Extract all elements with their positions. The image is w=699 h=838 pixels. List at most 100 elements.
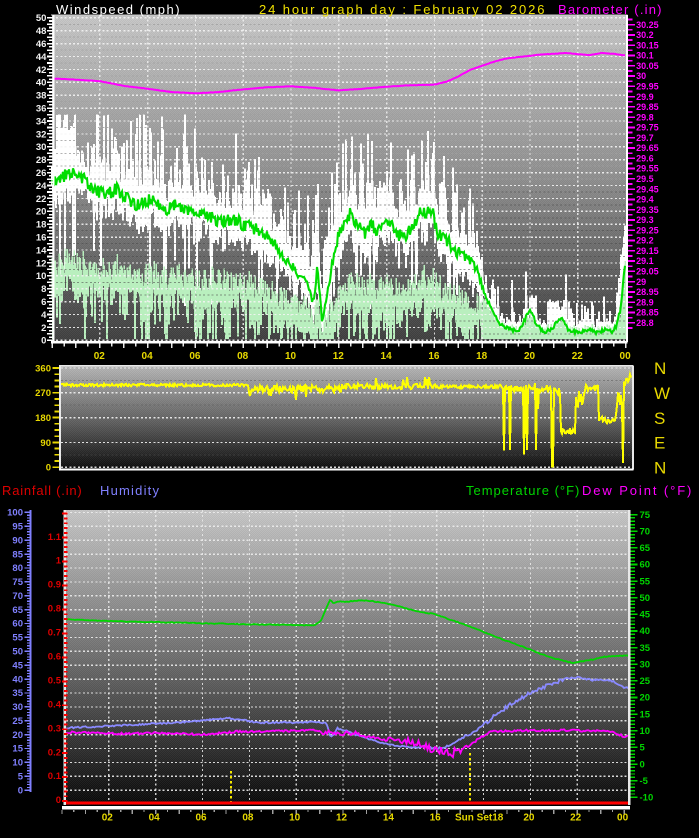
- svg-text:0.8: 0.8: [48, 604, 61, 615]
- svg-text:08: 08: [242, 813, 254, 824]
- svg-text:0.1: 0.1: [48, 771, 62, 782]
- svg-text:50: 50: [640, 593, 651, 604]
- svg-text:22: 22: [36, 194, 47, 205]
- svg-text:02: 02: [102, 813, 114, 824]
- svg-text:0.3: 0.3: [48, 723, 61, 734]
- svg-text:70: 70: [640, 526, 651, 537]
- svg-text:0: 0: [41, 336, 46, 347]
- svg-text:29.75: 29.75: [636, 123, 659, 133]
- svg-text:20: 20: [36, 207, 47, 218]
- svg-text:Temperature (°F): Temperature (°F): [466, 483, 580, 498]
- svg-text:25: 25: [640, 676, 651, 687]
- svg-text:270: 270: [35, 388, 51, 399]
- svg-text:65: 65: [640, 543, 651, 554]
- svg-text:45: 45: [12, 660, 23, 671]
- svg-text:35: 35: [12, 688, 23, 699]
- svg-text:24: 24: [36, 181, 47, 192]
- svg-text:Humidity: Humidity: [100, 483, 160, 498]
- svg-text:60: 60: [12, 619, 23, 630]
- svg-text:0: 0: [46, 463, 51, 474]
- svg-text:18: 18: [476, 351, 488, 362]
- svg-text:360: 360: [35, 363, 51, 374]
- svg-text:0: 0: [56, 795, 61, 806]
- svg-text:25: 25: [12, 716, 23, 727]
- svg-text:12: 12: [36, 258, 47, 269]
- svg-text:-5: -5: [640, 776, 649, 787]
- svg-text:0.4: 0.4: [48, 699, 62, 710]
- svg-text:55: 55: [12, 633, 23, 644]
- svg-text:38: 38: [36, 91, 47, 102]
- svg-text:85: 85: [12, 549, 23, 560]
- svg-text:Sun Set18: Sun Set18: [455, 813, 504, 824]
- svg-text:29.35: 29.35: [636, 205, 659, 215]
- svg-text:50: 50: [12, 647, 23, 658]
- svg-text:15: 15: [640, 709, 651, 720]
- svg-text:12: 12: [333, 351, 345, 362]
- svg-text:29.6: 29.6: [636, 153, 654, 163]
- svg-text:Rainfall (.in): Rainfall (.in): [2, 483, 83, 498]
- svg-text:15: 15: [12, 744, 23, 755]
- svg-text:20: 20: [12, 730, 23, 741]
- svg-text:0: 0: [640, 759, 645, 770]
- svg-text:29.25: 29.25: [636, 225, 659, 235]
- svg-text:16: 16: [430, 813, 442, 824]
- svg-text:46: 46: [36, 39, 47, 50]
- svg-text:N: N: [654, 458, 666, 477]
- svg-text:12: 12: [336, 813, 348, 824]
- svg-text:75: 75: [640, 510, 651, 521]
- svg-text:30.15: 30.15: [636, 40, 659, 50]
- svg-text:30.05: 30.05: [636, 61, 659, 71]
- svg-text:24 hour graph day : February 0: 24 hour graph day : February 02 2026: [259, 2, 546, 17]
- svg-text:48: 48: [36, 26, 47, 37]
- svg-text:29.95: 29.95: [636, 82, 659, 92]
- svg-text:0.2: 0.2: [48, 747, 61, 758]
- svg-text:04: 04: [142, 351, 154, 362]
- svg-text:20: 20: [524, 351, 536, 362]
- svg-text:65: 65: [12, 605, 23, 616]
- svg-text:30.1: 30.1: [636, 51, 654, 61]
- svg-text:40: 40: [640, 626, 651, 637]
- svg-text:26: 26: [36, 168, 47, 179]
- svg-text:30.25: 30.25: [636, 20, 659, 30]
- svg-text:08: 08: [237, 351, 249, 362]
- svg-text:W: W: [654, 384, 670, 403]
- svg-text:1: 1: [56, 556, 62, 567]
- svg-text:00: 00: [620, 351, 632, 362]
- svg-text:55: 55: [640, 576, 651, 587]
- svg-text:29.05: 29.05: [636, 267, 659, 277]
- svg-text:10: 10: [289, 813, 301, 824]
- svg-text:1.1: 1.1: [48, 532, 62, 543]
- svg-text:00: 00: [617, 813, 629, 824]
- svg-text:34: 34: [36, 116, 47, 127]
- svg-text:30.2: 30.2: [636, 30, 654, 40]
- svg-text:29.5: 29.5: [636, 174, 654, 184]
- svg-text:10: 10: [640, 726, 651, 737]
- svg-text:02: 02: [94, 351, 106, 362]
- svg-text:180: 180: [35, 413, 51, 424]
- svg-text:28.9: 28.9: [636, 297, 654, 307]
- svg-text:40: 40: [36, 78, 47, 89]
- svg-text:10: 10: [36, 271, 47, 282]
- svg-text:0.9: 0.9: [48, 580, 61, 591]
- svg-text:29.8: 29.8: [636, 112, 654, 122]
- svg-text:14: 14: [381, 351, 393, 362]
- svg-text:30: 30: [36, 142, 47, 153]
- svg-text:0.5: 0.5: [48, 676, 62, 687]
- svg-text:100: 100: [7, 508, 23, 519]
- svg-text:N: N: [654, 359, 666, 378]
- svg-text:29.85: 29.85: [636, 102, 659, 112]
- svg-text:6: 6: [41, 297, 46, 308]
- svg-text:29.1: 29.1: [636, 256, 654, 266]
- svg-text:S: S: [654, 409, 665, 428]
- svg-text:5: 5: [640, 743, 646, 754]
- svg-text:10: 10: [285, 351, 297, 362]
- svg-text:60: 60: [640, 560, 651, 571]
- svg-text:50: 50: [36, 13, 47, 24]
- svg-text:Barometer (.in): Barometer (.in): [558, 2, 663, 17]
- svg-text:28.95: 28.95: [636, 287, 659, 297]
- svg-text:18: 18: [36, 220, 47, 231]
- svg-text:80: 80: [12, 563, 23, 574]
- svg-text:40: 40: [12, 674, 23, 685]
- svg-text:16: 16: [36, 233, 47, 244]
- svg-text:45: 45: [640, 610, 651, 621]
